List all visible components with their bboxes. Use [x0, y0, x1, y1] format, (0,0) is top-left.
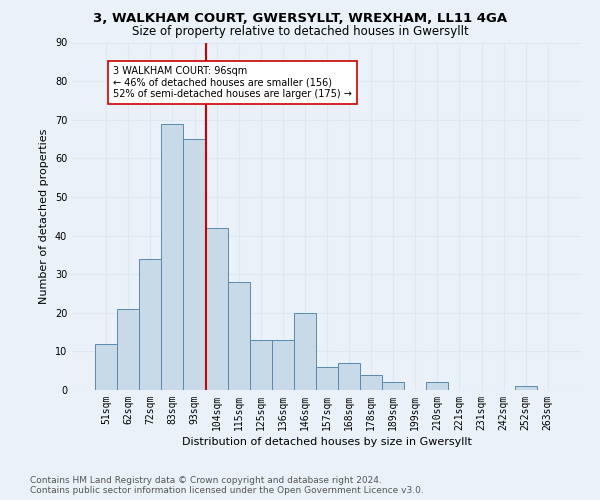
Bar: [117, 309, 139, 390]
Bar: [382, 382, 404, 390]
Bar: [139, 258, 161, 390]
Bar: [515, 386, 537, 390]
Bar: [294, 313, 316, 390]
Bar: [95, 344, 117, 390]
Bar: [427, 382, 448, 390]
X-axis label: Distribution of detached houses by size in Gwersyllt: Distribution of detached houses by size …: [182, 437, 472, 447]
Bar: [250, 340, 272, 390]
Bar: [338, 363, 360, 390]
Bar: [161, 124, 184, 390]
Bar: [360, 374, 382, 390]
Text: 3, WALKHAM COURT, GWERSYLLT, WREXHAM, LL11 4GA: 3, WALKHAM COURT, GWERSYLLT, WREXHAM, LL…: [93, 12, 507, 26]
Text: Size of property relative to detached houses in Gwersyllt: Size of property relative to detached ho…: [131, 25, 469, 38]
Y-axis label: Number of detached properties: Number of detached properties: [39, 128, 49, 304]
Text: 3 WALKHAM COURT: 96sqm
← 46% of detached houses are smaller (156)
52% of semi-de: 3 WALKHAM COURT: 96sqm ← 46% of detached…: [113, 66, 352, 99]
Bar: [227, 282, 250, 390]
Bar: [184, 139, 206, 390]
Bar: [316, 367, 338, 390]
Bar: [206, 228, 227, 390]
Bar: [272, 340, 294, 390]
Text: Contains HM Land Registry data © Crown copyright and database right 2024.
Contai: Contains HM Land Registry data © Crown c…: [30, 476, 424, 495]
